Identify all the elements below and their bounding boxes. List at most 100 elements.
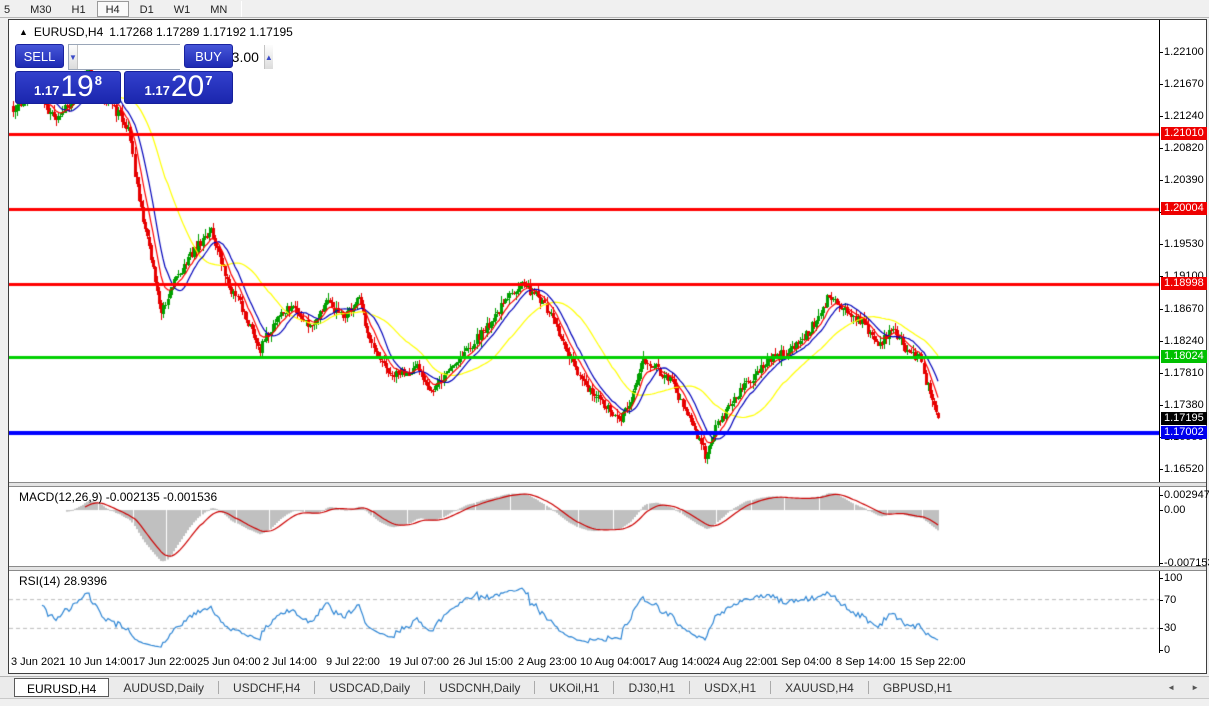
- time-axis-label: 26 Jul 15:00: [453, 656, 513, 668]
- chevron-up-icon: ▲: [264, 52, 273, 62]
- price-axis-tick: 1.17810: [1159, 366, 1204, 379]
- price-axis-tick: 1.19530: [1159, 238, 1204, 251]
- tab-xauusd-h4[interactable]: XAUUSD,H4: [785, 681, 854, 695]
- time-axis-label: 10 Aug 04:00: [580, 656, 645, 668]
- chart-ohlc-values: 1.17268 1.17289 1.17192 1.17195: [109, 25, 293, 39]
- macd-canvas[interactable]: [9, 487, 1159, 566]
- macd-indicator-label: MACD(12,26,9) -0.002135 -0.001536: [19, 490, 217, 504]
- chart-window: ▲ EURUSD,H4 1.17268 1.17289 1.17192 1.17…: [8, 19, 1209, 674]
- sell-price-big: 19: [60, 70, 94, 103]
- buy-price-pip: 7: [205, 73, 213, 88]
- sell-price-pip: 8: [94, 73, 102, 88]
- price-axis-tick: 1.20820: [1159, 141, 1204, 154]
- tab-usdcad-daily[interactable]: USDCAD,Daily: [329, 681, 411, 695]
- time-axis-label: 8 Sep 14:00: [836, 656, 896, 668]
- pane-divider[interactable]: [9, 482, 1206, 487]
- chevron-down-icon: ▼: [69, 52, 77, 62]
- buy-price-big: 20: [170, 70, 205, 103]
- volume-spinner: ▼ ▲: [68, 44, 273, 70]
- macd-name: MACD(12,26,9): [19, 490, 103, 504]
- tab-separator: [218, 681, 220, 694]
- tabs-scroll-right-button[interactable]: ►: [1191, 683, 1199, 692]
- rsi-name: RSI(14): [19, 574, 61, 588]
- tab-ukoil-h1[interactable]: UKOil,H1: [549, 681, 600, 695]
- tab-separator: [534, 681, 536, 694]
- tabs-holder: EURUSD,H4 AUDUSD,Daily USDCHF,H4 USDCAD,Dai…: [14, 678, 964, 697]
- price-axis-tick: 1.16520: [1159, 463, 1204, 476]
- tab-separator: [689, 681, 691, 694]
- time-axis-label: 3 Jun 2021: [11, 656, 66, 668]
- timeframe-button-h1[interactable]: H1: [71, 3, 86, 16]
- tab-usdchf-h4[interactable]: USDCHF,H4: [233, 681, 301, 695]
- price-level-label: 1.21010: [1161, 126, 1207, 140]
- price-axis-tick: 1.20390: [1159, 173, 1204, 186]
- pane-divider[interactable]: [9, 566, 1206, 571]
- rsi-value: 28.9396: [63, 574, 108, 588]
- time-axis[interactable]: 3 Jun 2021 10 Jun 14:00 17 Jun 22:00 25 Jun…: [9, 653, 1206, 673]
- time-axis-label: 25 Jun 04:00: [197, 656, 261, 668]
- time-axis-label: 17 Aug 14:00: [644, 656, 709, 668]
- price-level-label: 1.18998: [1161, 276, 1207, 290]
- tab-separator: [424, 681, 426, 694]
- macd-values: -0.002135 -0.001536: [105, 490, 218, 504]
- time-axis-label: 15 Sep 22:00: [900, 656, 966, 668]
- volume-increase-button[interactable]: ▲: [263, 45, 273, 69]
- chart-plot-area: MACD(12,26,9) -0.002135 -0.001536 RSI(14…: [9, 20, 1206, 672]
- price-level-label: 1.20004: [1161, 201, 1207, 215]
- price-axis[interactable]: 1.221001.216701.212401.208201.203901.199…: [1158, 20, 1209, 656]
- price-axis-tick: 1.21240: [1159, 110, 1204, 123]
- time-axis-label: 9 Jul 22:00: [326, 656, 380, 668]
- price-level-label: 1.17002: [1161, 426, 1207, 440]
- time-axis-label: 17 Jun 22:00: [133, 656, 197, 668]
- sell-price-panel[interactable]: 1.17 19 8: [15, 71, 121, 104]
- chart-title: ▲ EURUSD,H4 1.17268 1.17289 1.17192 1.17…: [19, 25, 293, 39]
- time-axis-label: 2 Jul 14:00: [263, 656, 317, 668]
- timeframe-button-w1[interactable]: W1: [173, 3, 191, 16]
- rsi-axis-tick: 0: [1158, 644, 1171, 656]
- rsi-canvas[interactable]: [9, 571, 1159, 652]
- chart-title-marker-icon[interactable]: ▲: [19, 27, 28, 37]
- timeframe-button-d1[interactable]: D1: [139, 3, 154, 16]
- tab-usdx-h1[interactable]: USDX,H1: [704, 681, 757, 695]
- one-click-trading-panel: SELL ▼ ▲ BUY 1.17 19 8 1.17 20 7: [13, 43, 273, 105]
- time-axis-label: 19 Jul 07:00: [389, 656, 449, 668]
- tab-separator: [867, 681, 869, 694]
- buy-price-panel[interactable]: 1.17 20 7: [124, 71, 233, 104]
- tabs-scroll-left-button[interactable]: ◄: [1167, 683, 1176, 692]
- price-axis-tick: 1.17380: [1159, 398, 1204, 411]
- tab-eurusd-h4[interactable]: EURUSD,H4: [14, 678, 110, 697]
- macd-axis-tick: 0.00: [1158, 504, 1186, 517]
- price-axis-tick: 1.18670: [1159, 302, 1204, 315]
- tab-gbpusd-h1[interactable]: GBPUSD,H1: [882, 681, 953, 695]
- volume-decrease-button[interactable]: ▼: [69, 45, 78, 69]
- timeframe-button-m30[interactable]: M30: [30, 3, 52, 16]
- timeframe-button-5[interactable]: 5: [4, 3, 11, 16]
- price-axis-tick: 1.18240: [1159, 334, 1204, 347]
- rsi-axis-tick: 100: [1158, 572, 1183, 584]
- rsi-axis-tick: 30: [1158, 622, 1177, 635]
- chart-tab-bar: EURUSD,H4 AUDUSD,Daily USDCHF,H4 USDCAD,Dai…: [0, 676, 1209, 699]
- time-axis-label: 24 Aug 22:00: [708, 656, 773, 668]
- price-axis-tick: 1.22100: [1159, 46, 1204, 58]
- price-level-label: 1.18024: [1161, 349, 1207, 363]
- timeframe-button-mn[interactable]: MN: [210, 3, 228, 16]
- tab-separator: [613, 681, 615, 694]
- macd-axis-tick: 0.002947: [1159, 489, 1209, 501]
- time-axis-label: 2 Aug 23:00: [518, 656, 577, 668]
- timeframe-toolbar: 5 M30 H1 H4 D1 W1 MN: [0, 0, 1209, 18]
- time-axis-label: 10 Jun 14:00: [69, 656, 133, 668]
- buy-price-prefix: 1.17: [144, 83, 170, 98]
- price-axis-tick: 1.21670: [1159, 78, 1204, 91]
- tab-audusd-daily[interactable]: AUDUSD,Daily: [123, 681, 205, 695]
- timeframe-button-h4[interactable]: H4: [96, 0, 129, 17]
- volume-input[interactable]: [77, 45, 264, 69]
- rsi-axis-tick: 70: [1158, 593, 1177, 606]
- buy-button[interactable]: BUY: [184, 44, 233, 68]
- tab-separator: [314, 681, 316, 694]
- bottom-strip: [0, 700, 1209, 706]
- toolbar-separator: [241, 0, 243, 17]
- tab-usdcnh-daily[interactable]: USDCNH,Daily: [439, 681, 521, 695]
- tab-dj30-h1[interactable]: DJ30,H1: [628, 681, 676, 695]
- sell-button[interactable]: SELL: [15, 44, 64, 68]
- price-level-label: 1.17195: [1161, 411, 1207, 425]
